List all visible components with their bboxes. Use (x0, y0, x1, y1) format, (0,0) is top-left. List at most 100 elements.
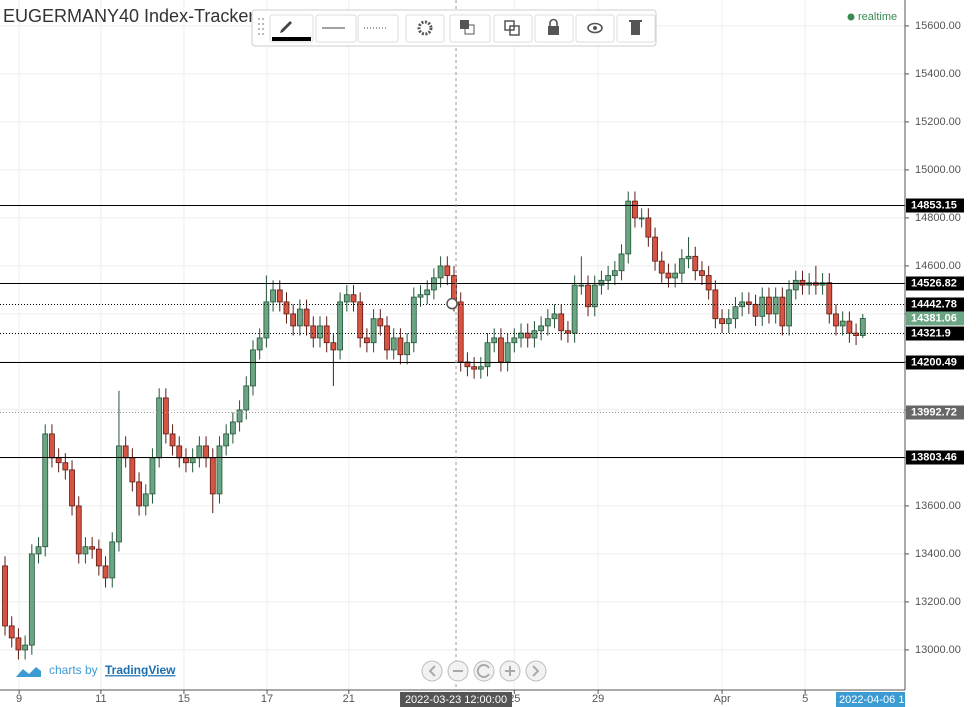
candle-body (544, 318, 551, 327)
candle-body (504, 342, 511, 363)
candle-body (283, 301, 290, 315)
candle-body (216, 445, 223, 495)
candle-body (303, 308, 310, 327)
candle-body (62, 462, 69, 471)
candle-body (498, 337, 504, 363)
candle-body (477, 366, 484, 370)
candle-body (457, 301, 464, 363)
candle-body (464, 361, 471, 368)
scroll-left[interactable] (421, 660, 443, 682)
crosshair-time-label: 2022-03-23 12:00:00 (405, 694, 507, 706)
candle-body (524, 332, 531, 339)
candle-body (229, 421, 236, 435)
price-level-label: 14200.49 (911, 356, 957, 368)
candle-body (846, 320, 853, 334)
pencil-icon (280, 21, 292, 33)
candle-body (598, 279, 605, 286)
clone-icon-2 (509, 25, 520, 36)
price-level-badge (906, 405, 964, 420)
candle-body (129, 457, 136, 483)
price-level-label: 13992.72 (911, 406, 957, 418)
x-tick-label: 21 (343, 693, 355, 705)
candle-body (578, 284, 585, 287)
x-tick-label: 11 (95, 693, 106, 705)
y-tick-label: 14600.00 (915, 260, 961, 272)
crosshair-point (446, 297, 458, 310)
candle-body (236, 409, 243, 423)
candle-body (42, 433, 49, 548)
visual-order-button[interactable] (449, 14, 491, 43)
price-level-label: 14442.78 (911, 298, 957, 310)
trash-icon (631, 22, 640, 35)
candle-body (256, 337, 263, 351)
grid (0, 0, 905, 690)
price-level-badge (906, 198, 964, 213)
candle-body (2, 565, 8, 627)
candle-body (370, 318, 377, 344)
candle-body (317, 325, 323, 339)
line-style-button[interactable] (357, 14, 399, 43)
candle-body (772, 296, 779, 315)
candle-body (484, 342, 491, 368)
brand-prefix: charts by (49, 663, 98, 677)
scroll-right[interactable] (525, 660, 547, 682)
candle-body (853, 332, 859, 336)
candle-body (745, 301, 752, 305)
candle-body (779, 296, 786, 327)
price-level-badge (906, 326, 964, 341)
last-time-label: 2022-04-06 1 (839, 694, 904, 706)
candle-body (585, 284, 591, 308)
candle-body (384, 325, 390, 351)
price-level-badge (906, 355, 964, 370)
candle-body (833, 313, 839, 327)
symbol-title: EUGERMANY40 Index-Tracker, (3, 6, 258, 26)
candle-body (122, 445, 129, 459)
candle-body (491, 337, 498, 344)
candle-body (410, 296, 417, 344)
candle-body (565, 330, 571, 334)
candle-body (28, 553, 35, 646)
candle-body (82, 546, 89, 555)
candle-body (337, 301, 343, 351)
candle-body (692, 255, 699, 272)
candle-body (839, 320, 846, 327)
candle-body (471, 366, 478, 370)
candle-body (162, 397, 169, 435)
color-button[interactable] (269, 14, 314, 43)
brand-link[interactable]: TradingView (105, 663, 176, 677)
candle-body (223, 433, 230, 447)
candle-body (404, 342, 410, 356)
price-level-label: 14853.15 (911, 199, 957, 211)
candle-body (792, 279, 799, 291)
candle-body (136, 481, 142, 507)
candle-body (605, 275, 612, 281)
y-tick-label: 13000.00 (915, 644, 961, 656)
candle-body (725, 318, 732, 324)
settings-button[interactable] (405, 14, 445, 43)
candle-body (89, 546, 96, 550)
x-tick-label: 15 (178, 693, 190, 705)
candle-body (196, 445, 203, 459)
candle-body (22, 644, 29, 651)
x-tick-label: 17 (261, 693, 273, 705)
candle-body (263, 301, 270, 339)
last-price-badge (906, 311, 964, 326)
last-price-label: 14381.06 (911, 312, 957, 324)
candle-body (183, 457, 189, 464)
candle-body (638, 217, 645, 220)
y-tick-label: 15600.00 (915, 20, 961, 32)
y-tick-label: 13600.00 (915, 500, 961, 512)
price-level-label: 14321.9 (911, 327, 951, 339)
candle-body (652, 236, 658, 262)
x-tick-label: 5 (802, 693, 808, 705)
tradingview-logo (16, 667, 41, 677)
candle-body (437, 265, 444, 279)
navigation-icons (428, 664, 540, 678)
x-tick-label: Apr (713, 693, 730, 705)
candle-body (156, 397, 163, 459)
candle-body (176, 445, 183, 459)
candle-body (189, 457, 196, 464)
clone-button[interactable] (493, 14, 533, 43)
candle-body (665, 272, 672, 279)
